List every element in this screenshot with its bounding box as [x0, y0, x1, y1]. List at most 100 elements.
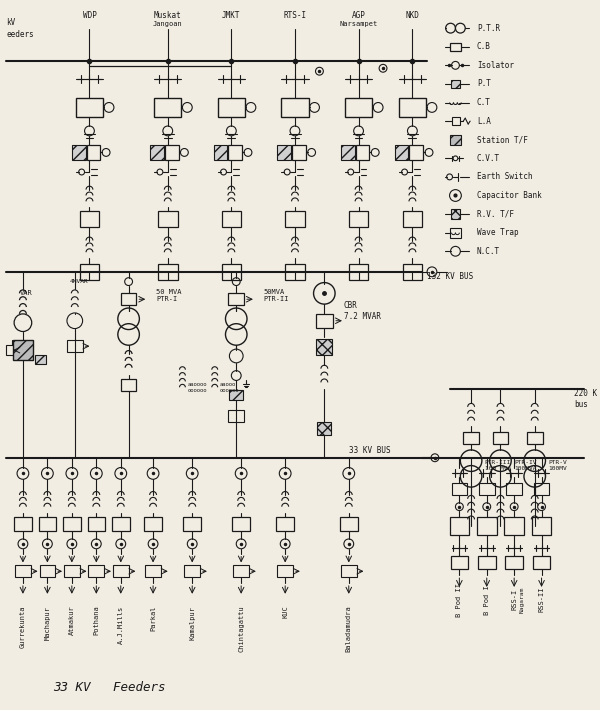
Bar: [398, 98, 426, 117]
Text: eeders: eeders: [6, 30, 34, 38]
Bar: [15, 565, 31, 577]
Text: Muskat: Muskat: [154, 11, 182, 20]
Bar: [505, 518, 524, 535]
Text: Narsampet: Narsampet: [340, 21, 377, 27]
Text: Parkal: Parkal: [150, 606, 156, 631]
Bar: [145, 565, 161, 577]
Text: N.C.T: N.C.T: [477, 247, 500, 256]
Text: Kamalpur: Kamalpur: [189, 606, 195, 640]
Bar: [506, 484, 522, 495]
Bar: [505, 556, 523, 569]
Text: B Pod II: B Pod II: [457, 583, 463, 617]
Bar: [38, 518, 56, 531]
Bar: [86, 145, 100, 160]
Bar: [403, 264, 422, 280]
Bar: [229, 391, 243, 400]
Bar: [40, 565, 55, 577]
Bar: [478, 556, 496, 569]
Text: C.T: C.T: [477, 98, 491, 107]
Bar: [341, 145, 355, 160]
Bar: [285, 264, 305, 280]
Bar: [63, 518, 80, 531]
Bar: [409, 145, 423, 160]
Text: NKD: NKD: [406, 11, 419, 20]
Bar: [35, 356, 46, 364]
Bar: [349, 264, 368, 280]
Bar: [67, 340, 83, 352]
Text: L.A: L.A: [477, 116, 491, 126]
Text: 50MVA
PTR-II: 50MVA PTR-II: [263, 289, 289, 302]
Bar: [449, 518, 469, 535]
Text: 132 KV BUS: 132 KV BUS: [427, 272, 473, 281]
Text: Gurrekunta: Gurrekunta: [20, 606, 26, 648]
Bar: [221, 264, 241, 280]
Text: CBR
7.2 MVAR: CBR 7.2 MVAR: [344, 301, 381, 321]
Text: PTR-IV
100MVA: PTR-IV 100MVA: [514, 460, 536, 471]
Text: 50 MVA
PTR-I: 50 MVA PTR-I: [156, 289, 182, 302]
Text: Nagaram: Nagaram: [520, 586, 524, 613]
Text: B Pod I: B Pod I: [484, 585, 490, 615]
Text: RTS-I: RTS-I: [283, 11, 307, 20]
Text: Baladamudra: Baladamudra: [346, 606, 352, 652]
Bar: [452, 117, 460, 125]
Text: VAR: VAR: [20, 290, 33, 296]
Bar: [395, 145, 409, 160]
Bar: [218, 98, 245, 117]
Bar: [527, 432, 542, 444]
Bar: [316, 339, 332, 355]
Bar: [451, 209, 460, 219]
Bar: [277, 565, 293, 577]
Bar: [317, 422, 331, 435]
Text: 4MVAR: 4MVAR: [70, 279, 89, 284]
Bar: [232, 518, 250, 531]
Bar: [340, 518, 358, 531]
Bar: [14, 518, 32, 531]
Bar: [277, 518, 294, 531]
Text: KUC: KUC: [282, 606, 288, 618]
Text: 33 KV   Feeders: 33 KV Feeders: [53, 681, 165, 694]
Bar: [449, 135, 461, 145]
Bar: [229, 293, 244, 305]
Text: P.T.R: P.T.R: [477, 23, 500, 33]
Bar: [403, 211, 422, 226]
Bar: [277, 145, 291, 160]
Bar: [281, 98, 308, 117]
Bar: [158, 264, 178, 280]
Bar: [150, 145, 164, 160]
Bar: [463, 432, 479, 444]
Text: AGP: AGP: [352, 11, 365, 20]
Bar: [158, 211, 178, 226]
Text: Wave Trap: Wave Trap: [477, 228, 518, 237]
Text: Chintagattu: Chintagattu: [238, 606, 244, 652]
Bar: [229, 145, 242, 160]
Bar: [477, 518, 497, 535]
Bar: [532, 518, 551, 535]
Text: PTR-III
100 MVA: PTR-III 100 MVA: [485, 460, 511, 471]
Text: aaooo
oooooo: aaooo oooooo: [220, 382, 239, 393]
Text: Pothana: Pothana: [94, 606, 100, 635]
Bar: [154, 98, 181, 117]
Text: WDP: WDP: [83, 11, 97, 20]
Text: RSS-II: RSS-II: [539, 587, 545, 613]
Text: C.B: C.B: [477, 43, 491, 51]
Bar: [6, 345, 18, 355]
Text: Machapur: Machapur: [44, 606, 50, 640]
Bar: [356, 145, 370, 160]
Bar: [184, 565, 200, 577]
Bar: [316, 314, 333, 327]
Bar: [534, 484, 550, 495]
Text: 220 K
bus: 220 K bus: [574, 389, 597, 409]
Bar: [221, 211, 241, 226]
Bar: [80, 211, 99, 226]
Bar: [80, 264, 99, 280]
Bar: [72, 145, 86, 160]
Bar: [285, 211, 305, 226]
Bar: [76, 98, 103, 117]
Bar: [121, 293, 136, 305]
Bar: [452, 484, 467, 495]
Text: JMKT: JMKT: [222, 11, 241, 20]
Text: aaoooo
oooooo: aaoooo oooooo: [187, 382, 207, 393]
Bar: [533, 556, 550, 569]
Text: A.J.Mills: A.J.Mills: [118, 606, 124, 644]
Text: Atmakur: Atmakur: [69, 606, 75, 635]
